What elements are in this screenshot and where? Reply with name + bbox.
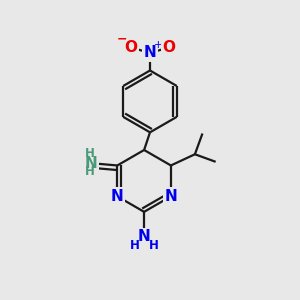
Text: H: H [148,238,158,252]
Text: H: H [85,147,94,160]
Text: N: N [85,156,97,171]
Text: O: O [124,40,137,55]
Text: H: H [130,238,140,252]
Text: N: N [144,45,156,60]
Text: N: N [111,189,124,204]
Text: −: − [117,32,127,45]
Text: +: + [154,40,163,50]
Text: O: O [163,40,176,55]
Text: N: N [164,189,177,204]
Text: N: N [138,230,151,244]
Text: H: H [85,166,94,178]
